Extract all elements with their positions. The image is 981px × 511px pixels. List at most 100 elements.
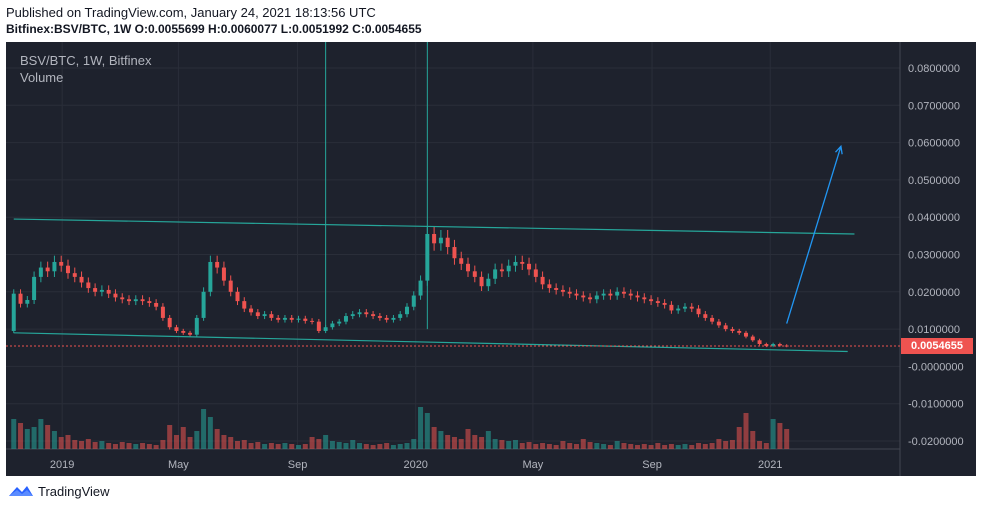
volume-bar [784, 429, 790, 449]
candle [594, 295, 599, 300]
volume-bar [702, 444, 708, 449]
candle [391, 317, 396, 320]
candle [676, 308, 681, 311]
candle [771, 344, 776, 346]
candle [59, 261, 64, 266]
candle [208, 261, 213, 292]
candle [228, 280, 233, 292]
volume-bar [201, 409, 207, 449]
candle [540, 276, 545, 285]
volume-bar [662, 445, 668, 449]
candle [411, 295, 416, 307]
candle [79, 276, 84, 283]
candle [574, 293, 579, 296]
volume-bar [160, 440, 166, 449]
volume-bar [357, 443, 363, 449]
candle [567, 291, 572, 294]
candle [506, 265, 511, 272]
candle [499, 269, 504, 272]
volume-bar [594, 443, 600, 449]
volume-bar [316, 439, 322, 449]
volume-bar [472, 435, 478, 449]
volume-bar [255, 442, 261, 449]
candle [276, 317, 281, 320]
volume-bar [689, 445, 695, 449]
candle [452, 247, 457, 259]
candle [527, 263, 532, 270]
candle [459, 258, 464, 264]
candle [425, 233, 430, 281]
volume-bar [207, 417, 213, 449]
volume-bar [106, 443, 112, 449]
volume-bar [607, 445, 613, 449]
y-tick-label: 0.0300000 [908, 250, 960, 262]
volume-bar [234, 441, 240, 449]
volume-bar [58, 437, 64, 449]
x-tick-label: May [523, 459, 544, 471]
volume-bar [635, 445, 641, 449]
price-chart[interactable]: 0.0800000 0.0700000 0.0600000 0.0500000 0.04… [6, 42, 976, 476]
volume-bar [390, 445, 396, 449]
volume-bar [92, 442, 98, 449]
y-tick-label: 0.0100000 [908, 324, 960, 336]
candle [655, 301, 660, 303]
footer-brand[interactable]: TradingView [8, 483, 110, 499]
volume-bar [709, 443, 715, 449]
y-tick-label: 0.0500000 [908, 175, 960, 187]
volume-bar [716, 439, 722, 449]
candle [215, 261, 220, 268]
current-price-tag: 0.0054655 [901, 338, 973, 354]
x-tick-label: 2021 [758, 459, 782, 471]
volume-bar [465, 429, 471, 449]
volume-bar [45, 425, 51, 449]
candle [52, 261, 57, 272]
volume-bar [655, 443, 661, 449]
volume-bar [363, 444, 369, 449]
volume-bar [485, 431, 491, 449]
candle [147, 301, 152, 303]
y-tick-label: 0.0200000 [908, 287, 960, 299]
volume-bar [506, 441, 512, 449]
candle [296, 318, 301, 320]
volume-bar [479, 437, 485, 449]
volume-bar [492, 439, 498, 449]
candle [588, 297, 593, 300]
candle [479, 276, 484, 287]
volume-bar [458, 439, 464, 449]
volume-bar [736, 427, 742, 449]
candle [174, 327, 179, 331]
candle [649, 299, 654, 302]
volume-bar [384, 443, 390, 449]
candle [554, 288, 559, 290]
candle [615, 291, 620, 296]
volume-bar [51, 431, 57, 449]
volume-bar [567, 443, 573, 449]
candle [777, 344, 782, 346]
candle [188, 332, 193, 335]
candle [628, 293, 633, 296]
candle [127, 299, 132, 302]
volume-bar [126, 443, 132, 449]
y-tick-label: -0.0100000 [908, 399, 964, 411]
chart-panel[interactable]: 0.0800000 0.0700000 0.0600000 0.0500000 0.04… [6, 42, 976, 476]
volume-bar [296, 445, 302, 449]
volume-bar [228, 437, 234, 449]
volume-bar [560, 441, 566, 449]
candle [11, 293, 16, 331]
volume-bar [187, 437, 193, 449]
volume-bar [546, 444, 552, 449]
candle [669, 304, 674, 311]
candle [438, 237, 443, 244]
volume-bar [777, 423, 783, 449]
candle [703, 314, 708, 318]
y-tick-label: 0.0600000 [908, 138, 960, 150]
candle [140, 299, 145, 302]
candle [486, 278, 491, 287]
y-tick-label: 0.0400000 [908, 212, 960, 224]
candle [682, 306, 687, 309]
symbol-legend: BSV/BTC, 1W, Bitfinex [20, 53, 152, 68]
candle [743, 332, 748, 337]
volume-bar [675, 445, 681, 449]
candle [404, 306, 409, 315]
candle [696, 308, 701, 315]
